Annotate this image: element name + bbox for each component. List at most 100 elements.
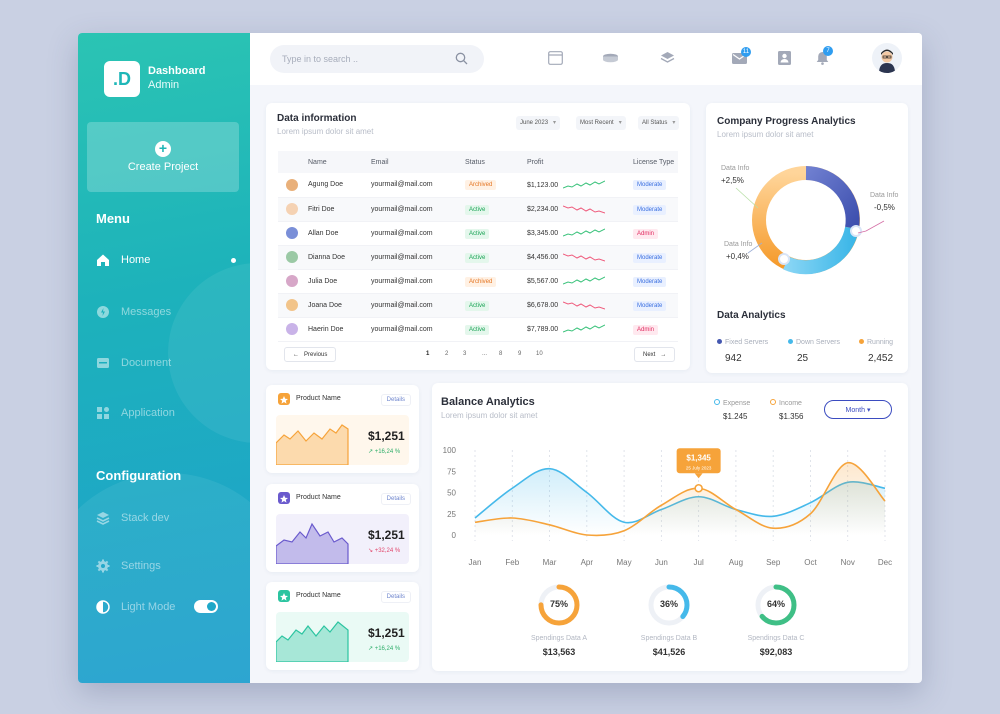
license-badge: Moderate [633,180,667,191]
status-filter[interactable]: All Status [638,116,680,130]
column-header[interactable]: Profit [527,151,633,173]
next-button[interactable]: Next → [634,347,676,362]
profit-value: $1,123.00 [527,181,559,189]
details-button[interactable]: Details [380,591,411,603]
license-cell: Admin [633,221,678,246]
sidebar-item-stack-dev[interactable]: Stack dev [96,508,236,528]
profit-value: $3,345.00 [527,229,559,237]
profit-sparkline [562,324,606,333]
product-sparkline [275,621,349,663]
contact-icon[interactable] [778,51,791,65]
data-info-label: Data Info [870,192,899,199]
page-number: ... [482,351,488,357]
table-header-row: Name Email Status Profit License Type [278,151,678,173]
product-name: Product Name [296,494,341,501]
table-row[interactable]: Dianna Doe yourmail@mail.com Active $4,456.… [278,245,678,270]
data-info-value: +0,4% [726,252,749,261]
balance-analytics-card: Balance Analytics Lorem ipsum dolor sit … [432,383,908,671]
ring-label: Spendings Data A [530,635,588,642]
avatar-cell [278,245,308,270]
table-row[interactable]: Agung Doe yourmail@mail.com Archived $1,123… [278,173,678,198]
ring-label: Spendings Data C [747,635,805,642]
y-tick-label: 75 [447,467,456,476]
x-tick-label: Jul [694,558,704,567]
previous-button[interactable]: ← Previous [284,347,337,362]
name-cell: Dianna Doe [308,245,371,270]
avatar-column [278,151,308,173]
page-number[interactable]: 2 [445,351,449,357]
running-value: 2,452 [868,353,894,364]
sidebar-item-messages[interactable]: Messages [96,302,236,322]
y-tick-label: 100 [443,446,457,455]
email-cell: yourmail@mail.com [371,173,465,198]
x-tick-label: Apr [581,558,594,567]
user-avatar[interactable] [872,43,902,73]
status-badge: Active [465,324,490,335]
ring-value: $41,526 [652,647,686,657]
column-header[interactable]: License Type [633,151,678,173]
page-number[interactable]: 10 [536,351,543,357]
highlight-point [694,483,703,493]
table-row[interactable]: Allan Doe yourmail@mail.com Active $3,345.0… [278,221,678,246]
ring-percent: 64% [766,599,785,609]
column-header[interactable]: Name [308,151,371,173]
top-bar: 11 7 [250,33,922,85]
table-row[interactable]: Fitri Doe yourmail@mail.com Active $2,234.0… [278,197,678,222]
table-row[interactable]: Haerin Doe yourmail@mail.com Active $7,789.… [278,317,678,342]
page-number[interactable]: 1 [426,351,430,357]
product-amount: $1,251 [368,528,405,542]
sidebar-item-settings[interactable]: Settings [96,556,236,576]
email-cell: yourmail@mail.com [371,269,465,294]
profit-sparkline [562,253,606,262]
ring-progress [538,584,580,626]
series-line [474,461,886,537]
layers-icon[interactable] [660,51,675,65]
page-number[interactable]: 8 [499,351,503,357]
sidebar-item-label: Application [121,407,175,419]
sidebar-item-document[interactable]: Document [96,353,236,373]
product-amount: $1,251 [368,626,405,640]
email-cell: yourmail@mail.com [371,317,465,342]
legend-down-servers: Down Servers [788,339,840,346]
spending-ring [755,584,797,626]
search-icon[interactable] [455,52,468,65]
status-cell: Archived [465,269,527,294]
y-tick-label: 0 [452,531,457,540]
status-badge: Archived [465,180,497,191]
x-tick-label: Mar [543,558,557,567]
light-mode-toggle[interactable] [194,600,218,613]
database-icon[interactable] [602,53,619,63]
license-cell: Moderate [633,197,678,222]
arrow-right-icon: → [660,351,667,358]
profit-cell: $2,234.00 [527,197,633,222]
product-chart-area [275,514,409,565]
active-indicator [231,257,236,263]
page-number[interactable]: 9 [518,351,522,357]
page-number[interactable]: 3 [463,351,467,357]
window-icon[interactable] [548,51,563,65]
balance-line-chart: 0 25 50 75 100 Jan Feb Mar Apr May Jun Jul Aug Sep Oct… [443,446,892,567]
table-row[interactable]: Julia Doe yourmail@mail.com Archived $5,567… [278,269,678,294]
search-input[interactable] [270,45,484,73]
ring-value: $92,083 [759,647,793,657]
ring-label: Spendings Data B [640,635,698,642]
notification-badge: 7 [823,46,833,56]
brand-logo[interactable]: .D [104,61,140,97]
month-dropdown[interactable]: Month ▾ [824,400,892,419]
table-row[interactable]: Joana Doe yourmail@mail.com Active $6,678.0… [278,293,678,318]
date-filter[interactable]: June 2023 [516,116,561,130]
application-icon [97,407,109,419]
sidebar-item-application[interactable]: Application [96,403,236,423]
profit-sparkline [562,276,606,285]
column-header[interactable]: Email [371,151,465,173]
create-project-button[interactable]: + Create Project [87,122,239,192]
details-button[interactable]: Details [380,493,411,505]
column-header[interactable]: Status [465,151,527,173]
contrast-icon [96,600,110,614]
logo-text: .D [113,68,131,89]
sort-filter[interactable]: Most Recent [576,116,626,130]
sidebar-item-home[interactable]: Home [96,250,236,270]
details-button[interactable]: Details [380,394,411,406]
avatar-cell [278,269,308,294]
status-cell: Active [465,317,527,342]
